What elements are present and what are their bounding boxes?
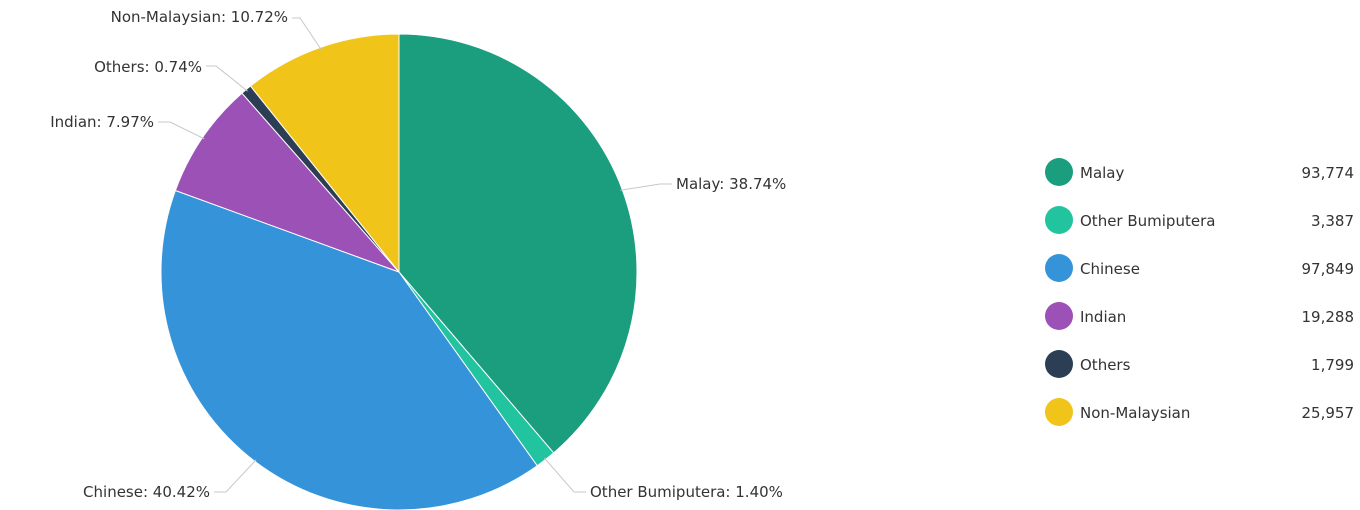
legend-item-others[interactable]: Others 1,799 — [1045, 350, 1354, 378]
legend-label-indian: Indian — [1080, 308, 1126, 326]
legend-marker-malay — [1045, 158, 1073, 186]
legend-item-chinese[interactable]: Chinese 97,849 — [1045, 254, 1354, 282]
legend-value-chinese: 97,849 — [1302, 260, 1355, 278]
leader-line-indian — [158, 121, 205, 140]
legend-item-non-malaysian[interactable]: Non-Malaysian 25,957 — [1045, 398, 1354, 426]
slice-label-malay: Malay: 38.74% — [676, 175, 786, 193]
legend-label-others: Others — [1080, 356, 1131, 374]
legend-item-malay[interactable]: Malay 93,774 — [1045, 158, 1354, 186]
legend-item-indian[interactable]: Indian 19,288 — [1045, 302, 1354, 330]
slice-labels: Malay: 38.74% Other Bumiputera: 1.40% Chin… — [50, 8, 786, 501]
legend-value-other-bumiputera: 3,387 — [1311, 212, 1354, 230]
legend-marker-non-malaysian — [1045, 398, 1073, 426]
legend-item-other-bumiputera[interactable]: Other Bumiputera 3,387 — [1045, 206, 1354, 234]
legend-label-malay: Malay — [1080, 164, 1124, 182]
slice-label-others: Others: 0.74% — [94, 58, 202, 76]
legend-value-malay: 93,774 — [1302, 164, 1355, 182]
slice-label-indian: Indian: 7.97% — [50, 113, 154, 131]
leader-line-malay — [620, 183, 672, 191]
pie-slices — [160, 33, 638, 510]
slice-label-other-bumiputera: Other Bumiputera: 1.40% — [590, 483, 783, 501]
legend-value-others: 1,799 — [1311, 356, 1354, 374]
legend-label-other-bumiputera: Other Bumiputera — [1080, 212, 1215, 230]
leader-line-non-malaysian — [292, 17, 322, 50]
legend-marker-indian — [1045, 302, 1073, 330]
legend-marker-others — [1045, 350, 1073, 378]
legend: Malay 93,774 Other Bumiputera 3,387 Chinese 9… — [1045, 158, 1354, 426]
leader-line-chinese — [214, 459, 257, 493]
legend-label-chinese: Chinese — [1080, 260, 1140, 278]
slice-label-chinese: Chinese: 40.42% — [83, 483, 210, 501]
legend-value-non-malaysian: 25,957 — [1302, 404, 1355, 422]
legend-label-non-malaysian: Non-Malaysian — [1080, 404, 1190, 422]
leader-line-others — [206, 65, 248, 92]
leader-line-other-bumiputera — [543, 457, 586, 493]
legend-marker-chinese — [1045, 254, 1073, 282]
legend-value-indian: 19,288 — [1302, 308, 1355, 326]
slice-label-non-malaysian: Non-Malaysian: 10.72% — [111, 8, 288, 26]
legend-marker-other-bumiputera — [1045, 206, 1073, 234]
